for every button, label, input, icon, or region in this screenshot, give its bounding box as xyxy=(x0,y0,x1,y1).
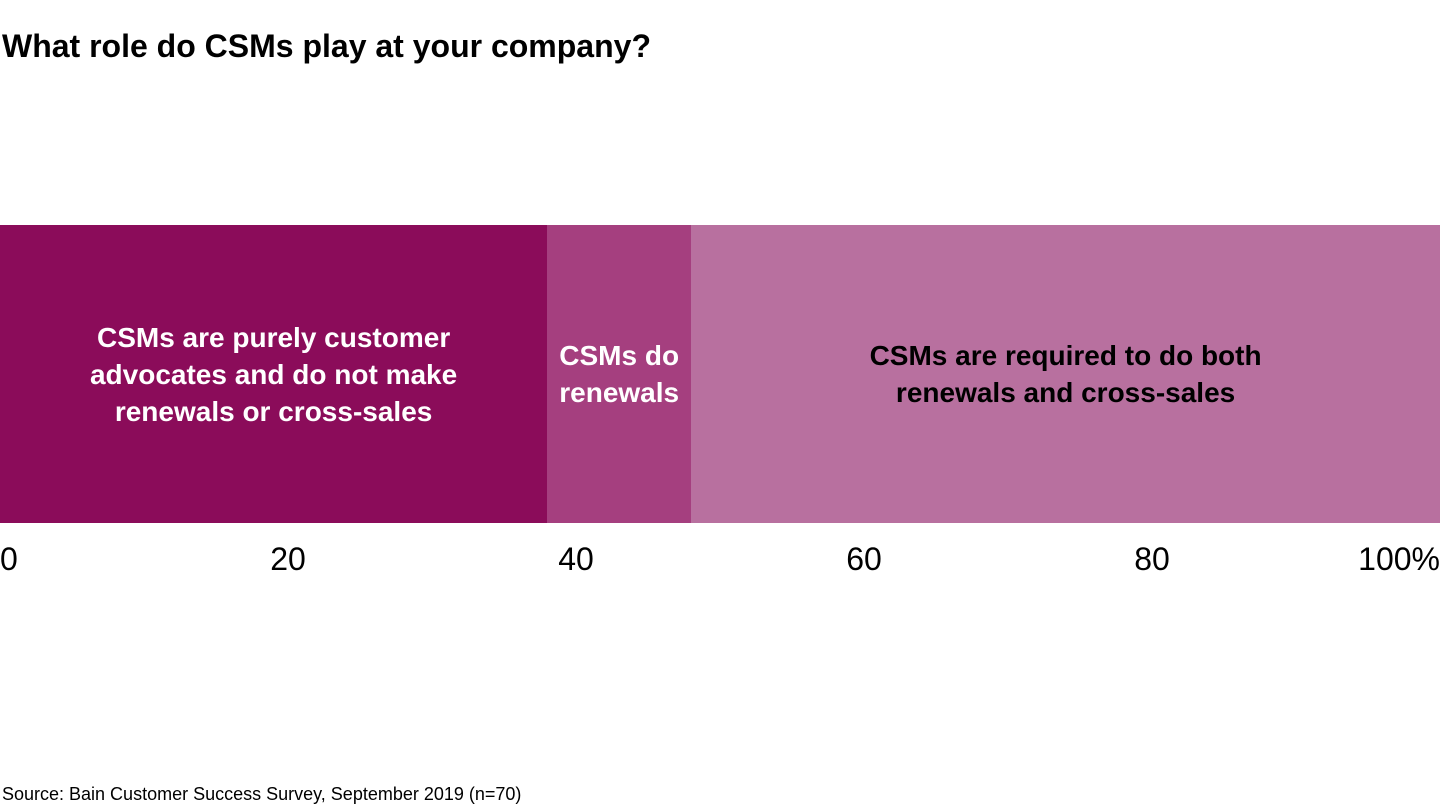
bar-segment-1: CSMs are purely customer advocates and d… xyxy=(0,225,548,523)
bar-chart: CSMs are purely customer advocates and d… xyxy=(0,225,1440,523)
chart-title: What role do CSMs play at your company? xyxy=(2,28,651,64)
x-axis-tick-label: 20 xyxy=(270,541,306,577)
bar-segment-label: CSMs are required to do both renewals an… xyxy=(869,340,1262,408)
x-axis-tick-label: 40 xyxy=(558,541,594,577)
source-note: Source: Bain Customer Success Survey, Se… xyxy=(2,784,522,804)
x-axis-tick-label: 80 xyxy=(1134,541,1170,577)
x-axis-tick-label: 60 xyxy=(846,541,882,577)
bar-segment-label: CSMs are purely customer advocates and d… xyxy=(89,321,458,427)
x-axis-tick-label: 0 xyxy=(0,541,18,577)
x-axis: 0 20 40 60 80 100% xyxy=(0,540,1440,578)
bar-segment-3: CSMs are required to do both renewals an… xyxy=(691,225,1440,523)
x-axis-tick-label: 100% xyxy=(1358,541,1440,577)
bar-segment-label: CSMs do renewals xyxy=(559,340,680,408)
bar-segment-2: CSMs do renewals xyxy=(547,225,692,523)
